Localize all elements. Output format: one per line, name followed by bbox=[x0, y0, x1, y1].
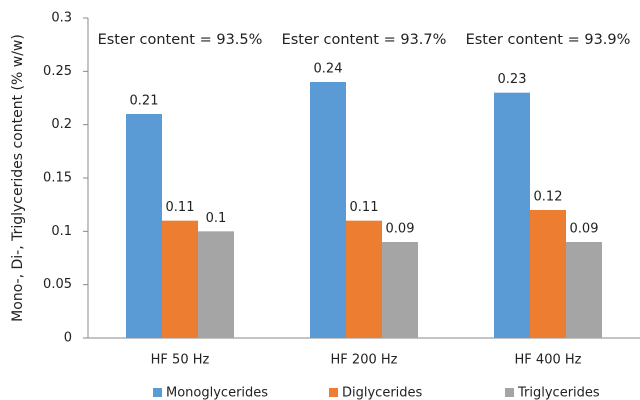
bar bbox=[382, 242, 418, 338]
bar bbox=[126, 114, 162, 338]
data-label: 0.11 bbox=[166, 200, 195, 215]
y-tick-label: 0.25 bbox=[43, 64, 72, 79]
annotation: Ester content = 93.5% bbox=[98, 32, 263, 48]
data-label: 0.12 bbox=[534, 190, 563, 205]
x-tick-label: HF 400 Hz bbox=[515, 353, 582, 368]
data-label: 0.11 bbox=[350, 200, 379, 215]
data-label: 0.09 bbox=[386, 222, 415, 237]
annotation: Ester content = 93.9% bbox=[466, 32, 631, 48]
legend-swatch bbox=[329, 388, 338, 397]
annotation: Ester content = 93.7% bbox=[282, 32, 447, 48]
data-label: 0.24 bbox=[314, 62, 343, 77]
x-tick-label: HF 50 Hz bbox=[151, 353, 210, 368]
y-axis-label: Mono-, Di-, Triglycerides content (% w/w… bbox=[10, 34, 26, 322]
bar bbox=[494, 92, 530, 339]
bar bbox=[530, 210, 566, 338]
y-tick-label: 0.3 bbox=[51, 11, 72, 26]
legend-swatch bbox=[505, 388, 514, 397]
y-tick-label: 0.2 bbox=[51, 117, 72, 132]
y-tick-label: 0.05 bbox=[43, 277, 72, 292]
bar bbox=[566, 242, 602, 338]
bar bbox=[162, 220, 198, 338]
bar bbox=[346, 220, 382, 338]
legend-label: Triglycerides bbox=[517, 386, 600, 400]
y-tick-label: 0 bbox=[64, 331, 72, 346]
data-label: 0.23 bbox=[498, 72, 527, 87]
y-tick-label: 0.1 bbox=[51, 224, 72, 239]
bar bbox=[198, 231, 234, 338]
legend-label: Monoglycerides bbox=[166, 386, 268, 400]
legend-swatch bbox=[153, 388, 162, 397]
data-label: 0.1 bbox=[206, 211, 227, 226]
data-label: 0.09 bbox=[570, 222, 599, 237]
x-tick-label: HF 200 Hz bbox=[331, 353, 398, 368]
y-tick-label: 0.15 bbox=[43, 171, 72, 186]
data-label: 0.21 bbox=[130, 94, 159, 109]
bar bbox=[310, 82, 346, 338]
legend-label: Diglycerides bbox=[342, 386, 423, 400]
